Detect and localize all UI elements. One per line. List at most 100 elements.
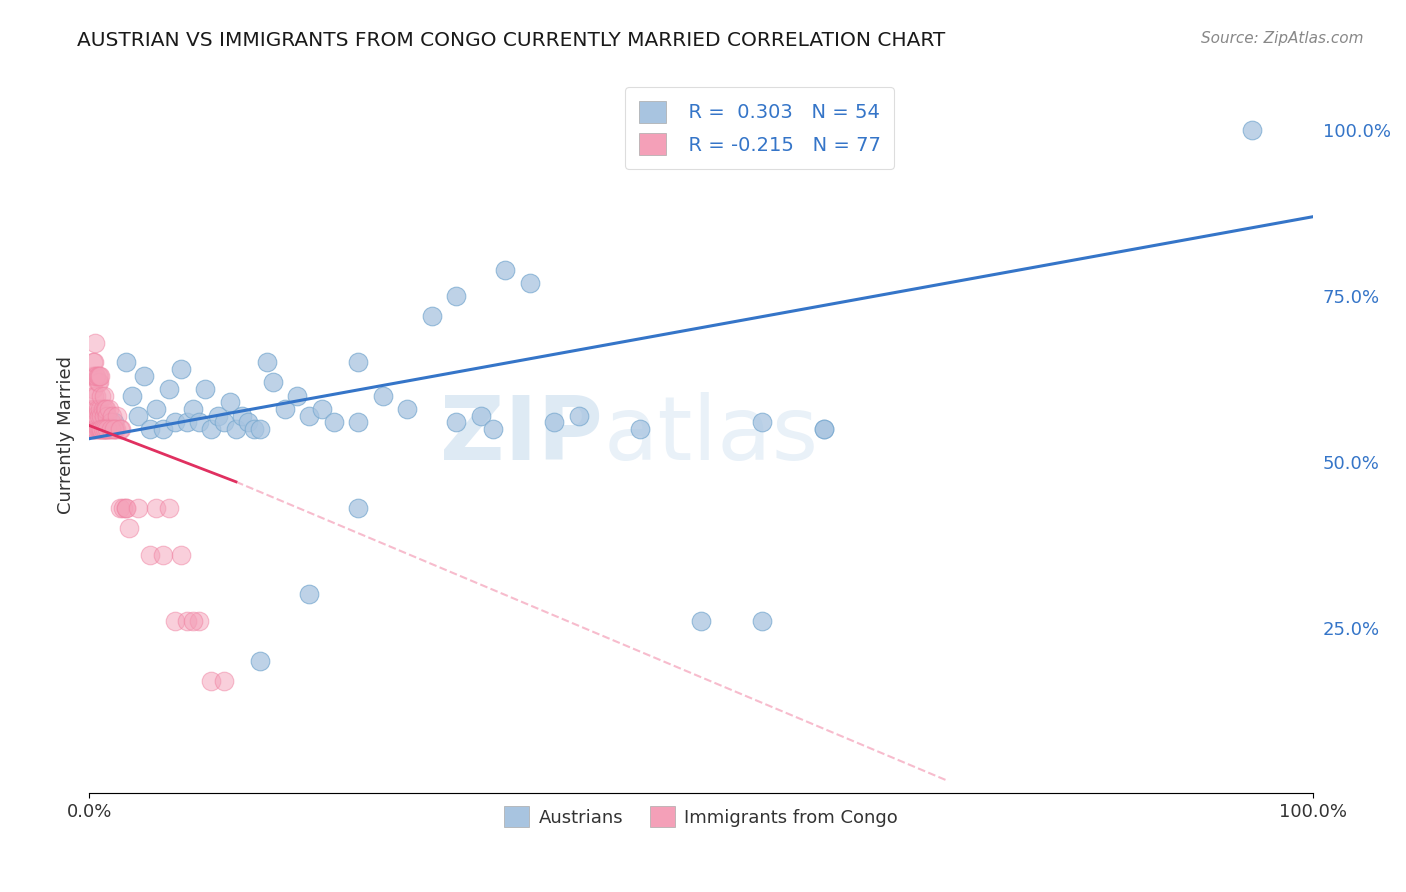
Point: [163, 415, 186, 429]
Point: [103, 422, 125, 436]
Point: [194, 382, 217, 396]
Point: [207, 409, 229, 423]
Point: [105, 422, 128, 436]
Point: [84, 335, 107, 350]
Point: [170, 362, 193, 376]
Point: [87, 422, 110, 436]
Point: [243, 422, 266, 436]
Point: [543, 415, 565, 429]
Point: [396, 401, 419, 416]
Point: [152, 548, 174, 562]
Point: [322, 415, 344, 429]
Point: [347, 355, 370, 369]
Point: [420, 309, 443, 323]
Point: [152, 422, 174, 436]
Point: [813, 422, 835, 436]
Text: ZIP: ZIP: [440, 392, 603, 479]
Point: [87, 409, 110, 423]
Point: [200, 422, 222, 436]
Point: [104, 422, 127, 436]
Point: [80, 401, 103, 416]
Point: [96, 422, 118, 436]
Point: [112, 501, 135, 516]
Point: [87, 368, 110, 383]
Point: [114, 501, 136, 516]
Point: [89, 422, 111, 436]
Point: [114, 501, 136, 516]
Point: [96, 401, 118, 416]
Point: [145, 401, 167, 416]
Point: [96, 422, 118, 436]
Point: [212, 673, 235, 688]
Point: [170, 548, 193, 562]
Point: [101, 409, 124, 423]
Point: [298, 409, 321, 423]
Point: [139, 548, 162, 562]
Point: [494, 262, 516, 277]
Point: [188, 614, 211, 628]
Point: [181, 401, 204, 416]
Point: [176, 415, 198, 429]
Point: [157, 501, 180, 516]
Point: [121, 389, 143, 403]
Point: [628, 422, 651, 436]
Point: [87, 376, 110, 390]
Point: [127, 501, 149, 516]
Point: [91, 422, 114, 436]
Point: [347, 415, 370, 429]
Point: [89, 368, 111, 383]
Point: [446, 289, 468, 303]
Point: [181, 614, 204, 628]
Point: [89, 401, 111, 416]
Point: [114, 355, 136, 369]
Point: [94, 422, 117, 436]
Point: [96, 409, 118, 423]
Point: [118, 521, 141, 535]
Text: AUSTRIAN VS IMMIGRANTS FROM CONGO CURRENTLY MARRIED CORRELATION CHART: AUSTRIAN VS IMMIGRANTS FROM CONGO CURREN…: [77, 31, 946, 50]
Point: [519, 276, 541, 290]
Point: [94, 401, 117, 416]
Point: [82, 422, 104, 436]
Point: [93, 409, 115, 423]
Point: [188, 415, 211, 429]
Point: [93, 422, 115, 436]
Point: [86, 376, 108, 390]
Point: [200, 673, 222, 688]
Point: [176, 614, 198, 628]
Point: [218, 395, 240, 409]
Point: [225, 422, 247, 436]
Point: [212, 415, 235, 429]
Point: [256, 355, 278, 369]
Point: [470, 409, 492, 423]
Point: [163, 614, 186, 628]
Point: [86, 401, 108, 416]
Legend: Austrians, Immigrants from Congo: Austrians, Immigrants from Congo: [496, 799, 905, 834]
Point: [86, 409, 108, 423]
Point: [110, 422, 132, 436]
Point: [93, 389, 115, 403]
Y-axis label: Currently Married: Currently Married: [58, 357, 75, 515]
Point: [86, 422, 108, 436]
Point: [139, 422, 162, 436]
Point: [84, 401, 107, 416]
Point: [127, 409, 149, 423]
Point: [157, 382, 180, 396]
Point: [108, 422, 131, 436]
Point: [86, 368, 108, 383]
Point: [100, 415, 122, 429]
Point: [80, 415, 103, 429]
Point: [84, 368, 107, 383]
Point: [751, 415, 773, 429]
Point: [103, 415, 125, 429]
Point: [751, 614, 773, 628]
Point: [82, 368, 104, 383]
Point: [371, 389, 394, 403]
Point: [86, 422, 108, 436]
Point: [82, 382, 104, 396]
Point: [285, 389, 308, 403]
Point: [83, 409, 105, 423]
Point: [568, 409, 591, 423]
Point: [262, 376, 284, 390]
Point: [298, 587, 321, 601]
Point: [90, 409, 112, 423]
